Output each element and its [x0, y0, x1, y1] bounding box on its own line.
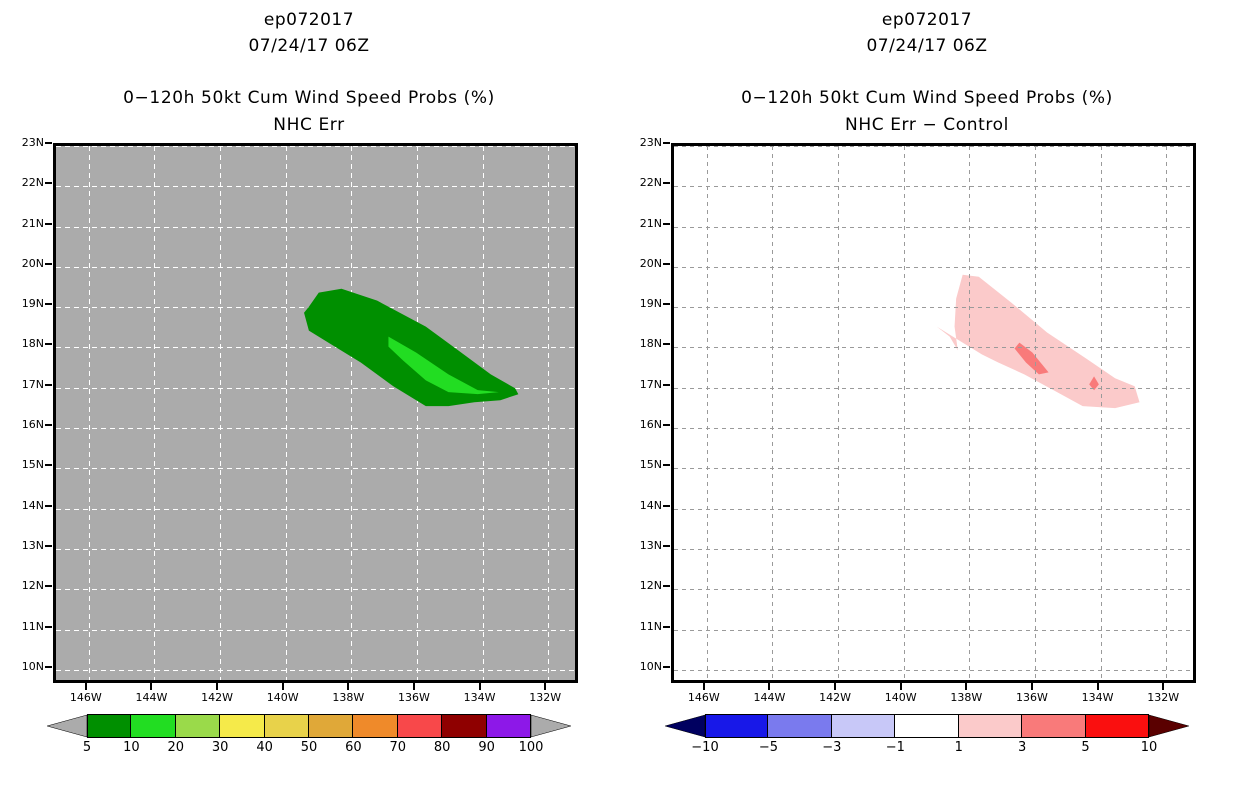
plot-area-nhc-err-minus-control [671, 143, 1196, 683]
colorbar-swatch [1085, 714, 1149, 738]
diff-region-1-3 [936, 274, 1140, 409]
colorbar-tick-label: 5 [82, 740, 92, 755]
colorbar-swatch [353, 714, 398, 738]
colorbar-tick-label: 50 [300, 740, 318, 755]
colorbar-tick-label: 30 [211, 740, 229, 755]
colorbar-swatch [486, 714, 531, 738]
colorbar-swatch [895, 714, 959, 738]
difference-colorbar: −10 −5 −3 −1 1 3 5 10 [618, 714, 1236, 774]
colorbar-swatch [958, 714, 1023, 738]
contour-region-5-10 [304, 288, 519, 407]
colorbar-tick-label: −5 [758, 740, 778, 755]
colorbar-over-arrow-icon [1149, 714, 1189, 738]
colorbar-over-arrow-icon [531, 714, 571, 738]
colorbar-strip [705, 714, 1149, 738]
colorbar-swatch [87, 714, 132, 738]
colorbar-swatch [175, 714, 221, 738]
colorbar-tick-label: 40 [256, 740, 273, 755]
colorbar-tick-label: 90 [478, 740, 495, 755]
contour-region-10-20 [388, 336, 499, 395]
colorbar-swatch [705, 714, 769, 738]
panel-left-datetime: 07/24/17 06Z [248, 36, 370, 56]
panel-right-subtitle: NHC Err − Control [845, 115, 1009, 135]
colorbar-tick-label: 80 [433, 740, 451, 755]
colorbar-tick-label: 3 [1018, 740, 1027, 755]
colorbar-tick-label: 60 [345, 740, 362, 755]
colorbar-swatch [768, 714, 832, 738]
panel-left-storm-id: ep072017 [263, 10, 355, 30]
panel-right-title: 0−120h 50kt Cum Wind Speed Probs (%) [741, 88, 1113, 108]
colorbar-under-arrow-icon [47, 714, 87, 738]
colorbar-swatch [397, 714, 443, 738]
colorbar-swatch [1022, 714, 1086, 738]
panel-nhc-err: ep072017 07/24/17 06Z 0−120h 50kt Cum Wi… [53, 10, 578, 683]
colorbar-swatch [220, 714, 265, 738]
colorbar-swatch [131, 714, 176, 738]
probability-colorbar: 5 10 20 30 40 50 60 70 80 90 100 [0, 714, 618, 774]
panel-right-storm-id: ep072017 [881, 10, 973, 30]
diff-region-3-5-main [1014, 342, 1049, 375]
colorbar-swatch [308, 714, 354, 738]
colorbar-swatch [442, 714, 487, 738]
colorbar-tick-label: −3 [822, 740, 842, 755]
colorbar-tick-label: 1 [954, 740, 963, 755]
colorbar-strip [87, 714, 531, 738]
colorbar-tick-label: 70 [389, 740, 407, 755]
colorbar-tick-label: 5 [1081, 740, 1090, 755]
colorbar-tick-label: 10 [123, 740, 140, 755]
colorbar-swatch [264, 714, 309, 738]
contour-layer-left [56, 146, 575, 680]
colorbar-tick-label: −1 [885, 740, 905, 755]
panel-left-subtitle: NHC Err [273, 115, 345, 135]
colorbar-under-arrow-icon [665, 714, 705, 738]
diff-region-3-5-dot [1089, 376, 1099, 391]
colorbar-swatch [831, 714, 896, 738]
colorbar-tick-label: 100 [518, 740, 544, 755]
panel-nhc-err-minus-control: ep072017 07/24/17 06Z 0−120h 50kt Cum Wi… [618, 0, 1236, 800]
plot-area-nhc-err [53, 143, 578, 683]
colorbar-tick-label: 20 [167, 740, 185, 755]
colorbar-tick-label: 10 [1140, 740, 1158, 755]
panel-left-title: 0−120h 50kt Cum Wind Speed Probs (%) [123, 88, 495, 108]
colorbar-tick-label: −10 [691, 740, 719, 755]
panel-right-datetime: 07/24/17 06Z [866, 36, 988, 56]
contour-layer-right [674, 146, 1193, 680]
